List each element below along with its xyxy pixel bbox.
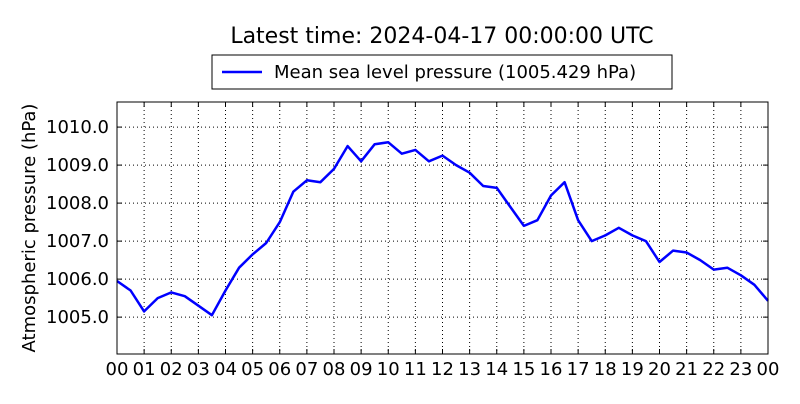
y-tick-label: 1009.0 xyxy=(46,155,109,176)
x-tick-label: 11 xyxy=(404,359,427,380)
y-tick-label: 1006.0 xyxy=(46,269,109,290)
x-tick-label: 09 xyxy=(350,359,373,380)
x-tick-label: 23 xyxy=(729,359,752,380)
x-tick-label: 17 xyxy=(567,359,590,380)
x-tick-label: 01 xyxy=(133,359,156,380)
x-tick-label: 12 xyxy=(431,359,454,380)
x-tick-label: 08 xyxy=(323,359,346,380)
legend-label: Mean sea level pressure (1005.429 hPa) xyxy=(274,62,636,83)
x-tick-label: 20 xyxy=(648,359,671,380)
x-tick-label: 22 xyxy=(702,359,725,380)
x-tick-label: 03 xyxy=(187,359,210,380)
x-tick-label: 00 xyxy=(757,359,780,380)
y-axis-label: Atmospheric pressure (hPa) xyxy=(19,104,40,353)
plot-frame xyxy=(117,102,768,354)
x-tick-label: 10 xyxy=(377,359,400,380)
y-tick-label: 1005.0 xyxy=(46,307,109,328)
x-tick-label: 04 xyxy=(214,359,237,380)
y-tick-label: 1007.0 xyxy=(46,231,109,252)
x-tick-label: 05 xyxy=(241,359,264,380)
x-tick-label: 00 xyxy=(106,359,129,380)
x-tick-label: 15 xyxy=(512,359,535,380)
legend: Mean sea level pressure (1005.429 hPa) xyxy=(212,55,672,89)
x-tick-label: 14 xyxy=(485,359,508,380)
x-tick-label: 18 xyxy=(594,359,617,380)
x-tick-label: 02 xyxy=(160,359,183,380)
x-tick-label: 07 xyxy=(295,359,318,380)
x-tick-label: 19 xyxy=(621,359,644,380)
y-tick-label: 1010.0 xyxy=(46,117,109,138)
x-tick-label: 21 xyxy=(675,359,698,380)
chart-title: Latest time: 2024-04-17 00:00:00 UTC xyxy=(230,24,653,49)
y-tick-label: 1008.0 xyxy=(46,193,109,214)
x-tick-label: 16 xyxy=(540,359,563,380)
series-line-mslp xyxy=(117,142,768,315)
x-tick-label: 13 xyxy=(458,359,481,380)
x-tick-label: 06 xyxy=(268,359,291,380)
